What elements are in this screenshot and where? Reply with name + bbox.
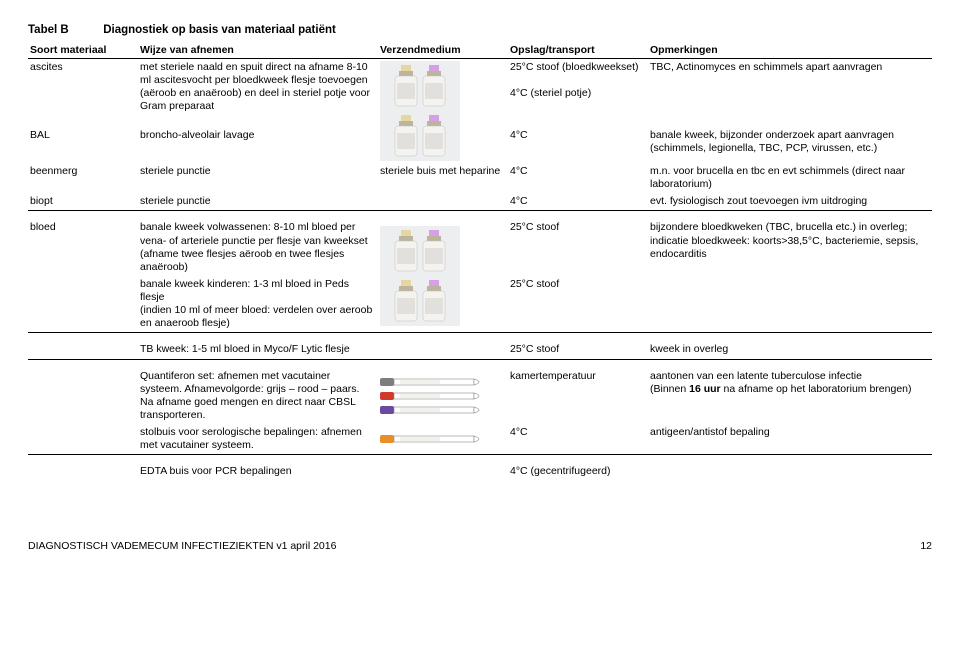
table-row: beenmergsteriele punctiesteriele buis me… [28,163,932,193]
cell-opm: aantonen van een latente tuberculose inf… [648,359,932,424]
table-id: Tabel B [28,24,100,36]
cell-verzend [378,455,508,481]
table-subtitle: Diagnostiek op basis van materiaal patië… [103,24,336,36]
cell-opslag: 4°C [508,127,648,163]
cell-opslag: 25°C stoof [508,276,648,333]
header-row: Soort materiaal Wijze van afnemen Verzen… [28,42,932,59]
page-footer: DIAGNOSTISCH VADEMECUM INFECTIEZIEKTEN v… [28,540,932,552]
cell-soort [28,455,138,481]
cell-soort [28,276,138,333]
cell-verzend-image [378,211,508,333]
tube-icon [380,389,490,403]
table-row: EDTA buis voor PCR bepalingen 4°C (gecent… [28,455,932,481]
table-row: bioptsteriele punctie 4°Cevt. fysiologisc… [28,193,932,211]
tube-icon [380,432,490,446]
cell-opm: m.n. voor brucella en tbc en evt schimme… [648,163,932,193]
cell-opslag: 25°C stoof [508,333,648,359]
cell-soort: BAL [28,127,138,163]
cell-verzend: steriele buis met heparine [378,163,508,193]
table-row: ascitesmet steriele naald en spuit direc… [28,59,932,127]
cell-opm: antigeen/antistof bepaling [648,424,932,455]
cell-opm [648,276,932,333]
th-opslag: Opslag/transport [508,42,648,59]
cell-wijze: Quantiferon set: afnemen met vacutainer … [138,359,378,424]
cell-verzend [378,193,508,211]
th-verzend: Verzendmedium [378,42,508,59]
cell-verzend-image [378,359,508,424]
cell-opm [648,455,932,481]
footer-left: DIAGNOSTISCH VADEMECUM INFECTIEZIEKTEN v… [28,540,336,552]
table-row: stolbuis voor serologische bepalingen: a… [28,424,932,455]
cell-opm: banale kweek, bijzonder onderzoek apart … [648,127,932,163]
cell-soort [28,424,138,455]
cell-wijze: banale kweek volwassenen: 8-10 ml bloed … [138,211,378,276]
cell-soort: beenmerg [28,163,138,193]
cell-wijze: stolbuis voor serologische bepalingen: a… [138,424,378,455]
cell-opslag: 4°C [508,424,648,455]
cell-soort [28,333,138,359]
footer-page-number: 12 [920,540,932,552]
cell-wijze: met steriele naald en spuit direct na af… [138,59,378,127]
cell-verzend-image [378,424,508,455]
cell-wijze: TB kweek: 1-5 ml bloed in Myco/F Lytic f… [138,333,378,359]
cell-opslag: 25°C stoof [508,211,648,276]
cell-wijze: steriele punctie [138,163,378,193]
cell-opm: kweek in overleg [648,333,932,359]
cell-soort: biopt [28,193,138,211]
th-soort: Soort materiaal [28,42,138,59]
cell-wijze: broncho-alveolair lavage [138,127,378,163]
cell-verzend [378,333,508,359]
cell-opslag: kamertemperatuur [508,359,648,424]
bottles-icon [380,61,460,161]
tube-icon [380,403,490,417]
th-opm: Opmerkingen [648,42,932,59]
table-title: Tabel B Diagnostiek op basis van materia… [28,24,932,36]
cell-opm: evt. fysiologisch zout toevoegen ivm uit… [648,193,932,211]
cell-wijze: EDTA buis voor PCR bepalingen [138,455,378,481]
bottles-icon [380,226,460,326]
tube-icon [380,375,490,389]
cell-opslag: 4°C (gecentrifugeerd) [508,455,648,481]
diagnostics-table: Soort materiaal Wijze van afnemen Verzen… [28,42,932,480]
cell-wijze: steriele punctie [138,193,378,211]
cell-soort: ascites [28,59,138,127]
cell-soort: bloed [28,211,138,276]
cell-opslag: 25°C stoof (bloedkweekset) 4°C (steriel … [508,59,648,127]
th-wijze: Wijze van afnemen [138,42,378,59]
cell-opm: bijzondere bloedkweken (TBC, brucella et… [648,211,932,276]
cell-opslag: 4°C [508,193,648,211]
table-row: TB kweek: 1-5 ml bloed in Myco/F Lytic f… [28,333,932,359]
cell-opm: TBC, Actinomyces en schimmels apart aanv… [648,59,932,127]
table-row: bloedbanale kweek volwassenen: 8-10 ml b… [28,211,932,276]
cell-wijze: banale kweek kinderen: 1-3 ml bloed in P… [138,276,378,333]
cell-opslag: 4°C [508,163,648,193]
table-row: Quantiferon set: afnemen met vacutainer … [28,359,932,424]
cell-soort [28,359,138,424]
cell-verzend-image [378,59,508,164]
